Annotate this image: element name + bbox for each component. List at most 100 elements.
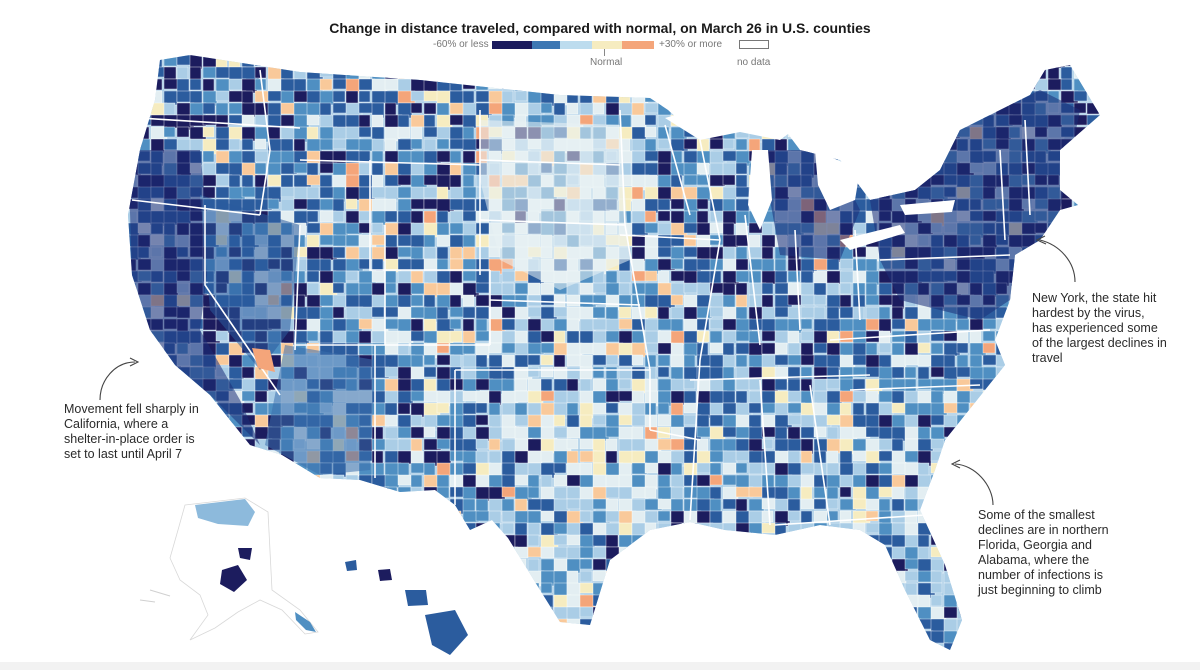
county-cell [579, 102, 596, 116]
county-cell [514, 55, 527, 68]
county-cell [852, 66, 870, 82]
county-cell [839, 642, 855, 650]
county-cell [189, 462, 207, 475]
county-cell [384, 162, 400, 177]
county-cell [826, 630, 841, 647]
county-cell [423, 90, 440, 102]
county-cell [1034, 414, 1050, 427]
county-cell [1034, 642, 1049, 650]
county-cell [1099, 234, 1100, 250]
county-cell [215, 642, 233, 650]
county-cell [488, 630, 507, 645]
county-cell [1060, 618, 1079, 631]
county-cell [1086, 114, 1100, 126]
county-cell [995, 462, 1009, 479]
county-cell [163, 606, 179, 622]
legend-nodata-label: no data [737, 57, 771, 68]
county-cell [995, 606, 1014, 618]
county-cell [839, 102, 858, 118]
county-cell [1060, 378, 1076, 394]
county-cell [332, 546, 346, 560]
county-cell [956, 450, 975, 465]
county-cell [1099, 426, 1100, 442]
county-cell [566, 90, 579, 105]
county-cell [1099, 78, 1100, 94]
county-cell [371, 174, 384, 188]
county-cell [969, 630, 984, 642]
county-cell [150, 546, 165, 559]
county-cell [956, 534, 971, 550]
county-cell [917, 55, 933, 69]
county-cell [410, 510, 427, 522]
county-cell [1047, 66, 1060, 81]
county-cell [722, 630, 740, 647]
county-cell [293, 138, 306, 153]
county-cell [644, 90, 660, 103]
county-cell [462, 534, 478, 547]
county-cell [722, 438, 738, 452]
county-cell [943, 570, 958, 584]
county-cell [696, 198, 709, 210]
county-cell [332, 486, 346, 501]
county-cell [917, 558, 933, 573]
county-cell [826, 342, 841, 357]
county-cell [319, 570, 338, 584]
county-cell [345, 246, 361, 260]
county-cell [1086, 462, 1100, 476]
county-cell [410, 546, 428, 563]
county-cell [605, 546, 621, 561]
county-cell [904, 606, 918, 623]
county-cell [878, 162, 892, 179]
county-cell [696, 78, 714, 91]
county-cell [371, 642, 389, 650]
county-cell [930, 90, 943, 102]
county-cell [1073, 618, 1086, 632]
county-cell [943, 426, 961, 438]
county-cell [1008, 450, 1025, 467]
county-cell [553, 642, 571, 650]
county-cell [644, 210, 657, 223]
county-cell [813, 642, 826, 650]
county-cell [670, 594, 689, 606]
county-cell [501, 570, 515, 586]
county-cell [735, 606, 748, 619]
county-cell [852, 522, 866, 535]
county-cell [410, 198, 425, 210]
county-cell [982, 78, 995, 94]
county-cell [930, 606, 947, 621]
county-cell [254, 618, 272, 630]
county-cell [1060, 426, 1077, 442]
county-cell [345, 55, 362, 66]
county-cell [878, 570, 893, 582]
county-cell [202, 102, 216, 115]
county-cell [137, 342, 152, 355]
county-cell [1047, 618, 1065, 634]
county-cell [930, 570, 943, 584]
county-cell [917, 498, 935, 511]
county-cell [670, 606, 687, 623]
county-cell [1073, 90, 1089, 102]
county-cell [813, 55, 832, 69]
county-cell [644, 582, 660, 597]
county-cell [748, 498, 765, 512]
county-cell [358, 246, 371, 260]
county-cell [566, 630, 579, 646]
county-cell [280, 150, 297, 164]
county-cell [839, 126, 853, 138]
county-cell [852, 642, 867, 650]
county-cell [696, 510, 711, 524]
county-cell [215, 450, 230, 465]
county-cell [787, 55, 802, 66]
county-cell [462, 606, 481, 622]
county-cell [1086, 366, 1100, 383]
county-cell [137, 558, 154, 574]
county-cell [1021, 438, 1034, 451]
county-cell [904, 414, 920, 429]
county-cell [241, 438, 258, 453]
county-cell [644, 102, 660, 114]
county-cell [410, 78, 427, 93]
county-cell [462, 342, 476, 355]
county-cell [1073, 258, 1089, 271]
county-cell [1099, 222, 1100, 236]
county-cell [449, 78, 463, 92]
